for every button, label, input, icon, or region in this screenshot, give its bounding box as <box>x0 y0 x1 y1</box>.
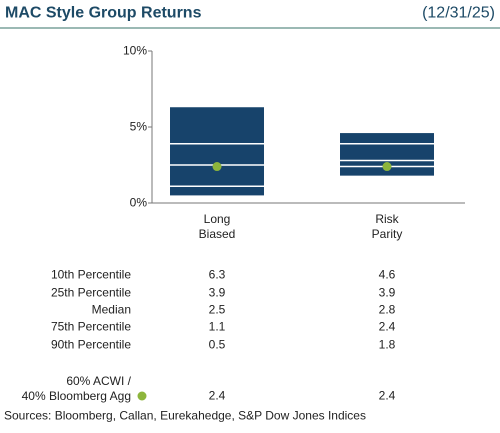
table-value: 3.9 <box>378 285 396 300</box>
y-tick-label: 0% <box>129 195 147 210</box>
table-value: 4.6 <box>378 267 396 282</box>
row-label: Median <box>91 302 131 317</box>
benchmark-label: 60% ACWI / 40% Bloomberg Agg <box>21 374 131 403</box>
table-value: 6.3 <box>208 267 226 282</box>
chart-title: MAC Style Group Returns <box>5 4 202 22</box>
table-value: 1.8 <box>378 337 396 352</box>
benchmark-legend-dot <box>137 391 147 401</box>
table-value: 2.5 <box>208 302 226 317</box>
row-label: 25th Percentile <box>50 285 131 300</box>
source-note: Sources: Bloomberg, Callan, Eurekahedge,… <box>4 408 366 423</box>
table-value: 0.5 <box>208 337 226 352</box>
row-label: 75th Percentile <box>50 319 131 334</box>
table-value: 3.9 <box>208 285 226 300</box>
table-value: 2.4 <box>378 319 396 334</box>
benchmark-value: 2.4 <box>208 388 226 403</box>
table-value: 1.1 <box>208 319 226 334</box>
benchmark-dot <box>382 162 392 172</box>
range-box <box>170 107 264 196</box>
x-tick-label: Long Biased <box>198 212 236 241</box>
row-label: 10th Percentile <box>50 267 131 282</box>
table-value: 2.8 <box>378 302 396 317</box>
benchmark-value: 2.4 <box>378 388 396 403</box>
x-tick-label: Risk Parity <box>371 212 403 241</box>
row-label: 90th Percentile <box>50 337 131 352</box>
chart-date: (12/31/25) <box>422 4 495 22</box>
y-tick-label: 5% <box>129 119 147 134</box>
benchmark-dot <box>212 162 222 172</box>
y-tick-label: 10% <box>122 43 147 58</box>
